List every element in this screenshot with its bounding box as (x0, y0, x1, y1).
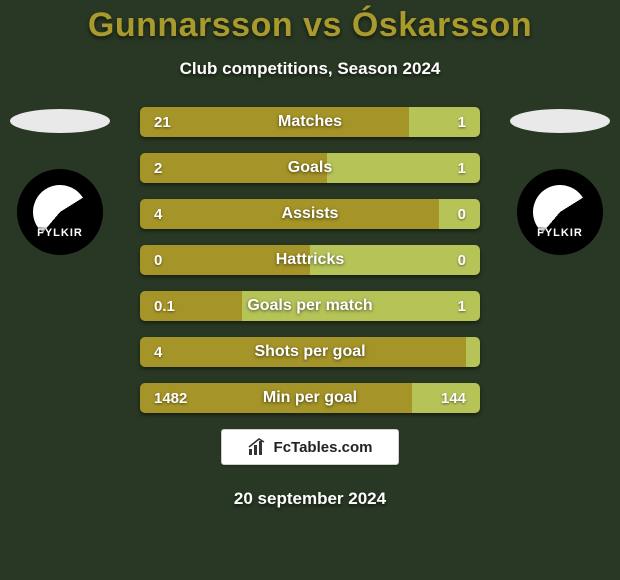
source-brand: FcTables.com (274, 439, 373, 456)
stat-row: 1482144Min per goal (140, 383, 480, 413)
club-name-right: FYLKIR (537, 227, 583, 239)
player-photo-placeholder-right (510, 109, 610, 133)
stat-right-value: 1 (409, 107, 480, 137)
source-badge: FcTables.com (221, 429, 399, 465)
club-badge-left: FYLKIR (17, 169, 103, 255)
stat-right-value (466, 337, 480, 367)
stat-left-value: 4 (140, 199, 439, 229)
comparison-area: FYLKIR FYLKIR 211Matches 21Goals 40Assists… (0, 107, 620, 413)
stat-row: 0.11Goals per match (140, 291, 480, 321)
subtitle: Club competitions, Season 2024 (0, 59, 620, 79)
stat-left-value: 1482 (140, 383, 412, 413)
stat-right-value: 1 (242, 291, 480, 321)
stat-left-value: 2 (140, 153, 327, 183)
stat-left-value: 4 (140, 337, 466, 367)
stat-right-value: 1 (327, 153, 480, 183)
club-name-left: FYLKIR (37, 227, 83, 239)
club-badge-right: FYLKIR (517, 169, 603, 255)
stat-row: 211Matches (140, 107, 480, 137)
stat-right-value: 0 (310, 245, 480, 275)
stat-row: 40Assists (140, 199, 480, 229)
date-label: 20 september 2024 (0, 489, 620, 509)
player-photo-placeholder-left (10, 109, 110, 133)
stat-left-value: 21 (140, 107, 409, 137)
stat-row: 00Hattricks (140, 245, 480, 275)
stat-right-value: 144 (412, 383, 480, 413)
page-title: Gunnarsson vs Óskarsson (0, 0, 620, 45)
stats-bars: 211Matches 21Goals 40Assists 00Hattricks 0.1… (140, 107, 480, 413)
stat-left-value: 0.1 (140, 291, 242, 321)
stat-row: 4Shots per goal (140, 337, 480, 367)
right-player-column: FYLKIR (500, 107, 620, 255)
stat-right-value: 0 (439, 199, 480, 229)
stat-row: 21Goals (140, 153, 480, 183)
stat-left-value: 0 (140, 245, 310, 275)
chart-icon (248, 438, 268, 456)
left-player-column: FYLKIR (0, 107, 120, 255)
